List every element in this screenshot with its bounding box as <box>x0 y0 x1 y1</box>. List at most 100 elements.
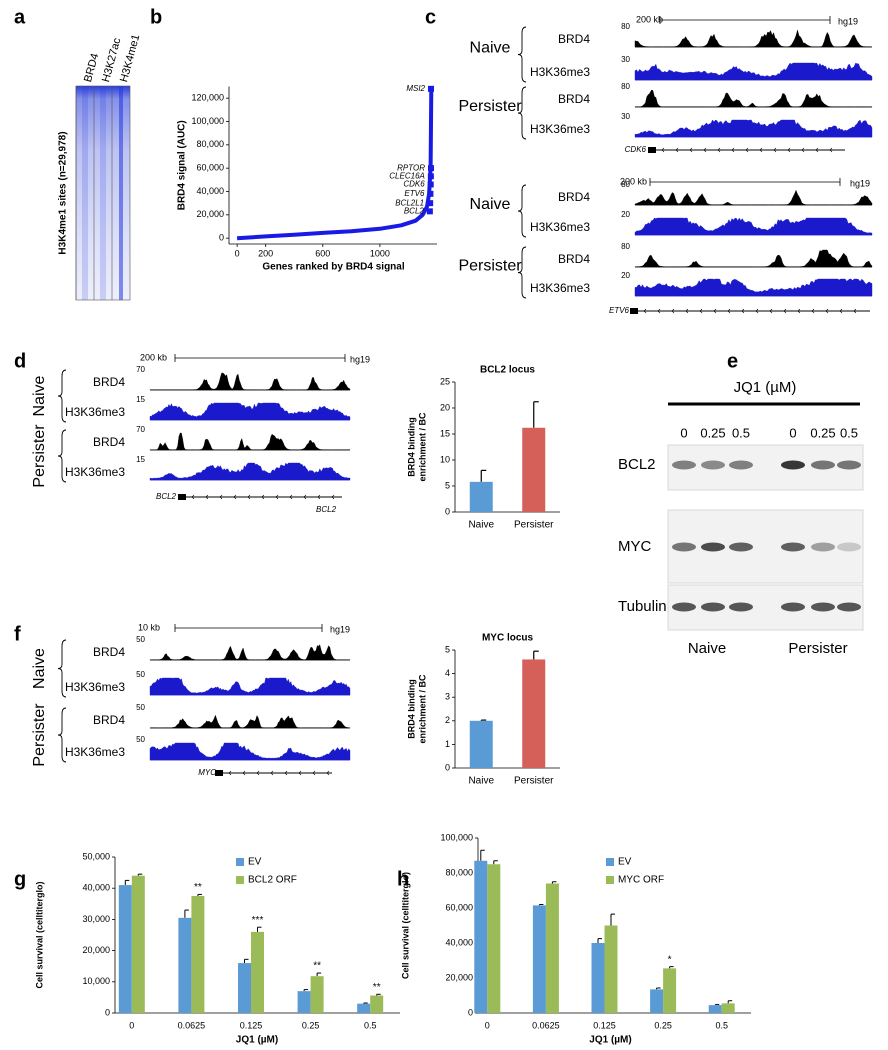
y-tick-label: 20,000 <box>196 209 224 219</box>
band <box>701 460 725 470</box>
track-max: 70 <box>136 425 145 434</box>
gene-marker <box>427 190 434 197</box>
gene-annotation: BCL2 <box>404 206 425 215</box>
protein-label: BCL2 <box>618 456 656 473</box>
track-label: BRD4 <box>93 375 125 389</box>
signal-track <box>149 462 351 481</box>
band <box>701 542 725 552</box>
scale-label: 200 kb <box>140 352 167 362</box>
y-tick-label: 100,000 <box>191 116 224 126</box>
bar <box>131 875 145 1013</box>
x-tick-label: Naive <box>468 520 494 531</box>
brace <box>517 184 527 238</box>
brace <box>57 429 67 483</box>
significance-label: * <box>668 954 672 965</box>
track-max: 20 <box>621 210 630 219</box>
gene-label: BCL2 <box>316 505 337 514</box>
gene-marker <box>427 200 434 207</box>
y-tick-label: 40,000 <box>445 937 473 947</box>
signal-track <box>149 677 351 696</box>
signal-track <box>634 189 873 206</box>
bar <box>487 864 501 1013</box>
signal-track <box>149 644 351 661</box>
x-tick-label: 0.0625 <box>178 1020 206 1030</box>
gene-strand <box>811 308 815 314</box>
y-axis-label: BRD4 binding <box>406 679 416 739</box>
signal-track <box>634 62 873 81</box>
track-max: 80 <box>621 22 630 31</box>
signal-track <box>634 29 873 48</box>
track-max: 70 <box>136 365 145 374</box>
gene-strand <box>331 494 335 500</box>
scale-label: 10 kb <box>138 622 160 632</box>
track-max: 80 <box>621 82 630 91</box>
band <box>837 602 861 612</box>
gene-annotation: BCL2L1 <box>395 198 424 207</box>
gene-strand <box>303 494 307 500</box>
gene-annotation: ETV6 <box>404 189 425 198</box>
signal-track <box>149 372 351 391</box>
track-label: H3K36me3 <box>65 745 125 759</box>
y-tick-label: 50,000 <box>82 851 110 861</box>
signal-track <box>634 119 873 138</box>
band <box>729 460 753 470</box>
gene-strand <box>773 147 777 153</box>
gene-strand <box>713 308 717 314</box>
band <box>672 460 696 470</box>
track-max: 80 <box>621 180 630 189</box>
gene-strand <box>731 147 735 153</box>
signal-track <box>149 402 351 421</box>
x-tick-label: 0.25 <box>654 1020 672 1030</box>
x-tick-label: 200 <box>258 248 273 258</box>
bar <box>310 976 324 1013</box>
bar <box>118 885 132 1013</box>
track-label: BRD4 <box>558 190 590 204</box>
band <box>672 542 696 552</box>
panel-label: h <box>397 868 409 890</box>
panel-label: d <box>14 350 26 372</box>
gene-strand <box>671 308 675 314</box>
gene-strand <box>675 147 679 153</box>
y-tick-label: 1 <box>445 739 450 749</box>
y-tick-label: 10 <box>440 454 450 464</box>
scale-label: 200 kb <box>636 14 663 24</box>
bar <box>591 943 605 1013</box>
gene-strand <box>219 494 223 500</box>
gene-strand <box>787 147 791 153</box>
band <box>781 542 805 552</box>
group-label: Naive <box>31 375 48 416</box>
signal-track <box>634 89 873 108</box>
track-max: 30 <box>621 55 630 64</box>
gene-strand <box>853 308 857 314</box>
bar <box>708 1005 722 1013</box>
gene-strand <box>839 308 843 314</box>
group-label: Naive <box>688 640 726 657</box>
track-label: H3K36me3 <box>65 465 125 479</box>
heatmap-center <box>119 86 123 300</box>
band <box>811 602 835 612</box>
y-axis-label: Cell survival (celltiterglo) <box>400 872 410 979</box>
panel-label: c <box>425 6 436 28</box>
y-tick-label: 15 <box>440 428 450 438</box>
gene-strand <box>769 308 773 314</box>
gene-strand <box>256 770 260 776</box>
track-max: 50 <box>136 703 145 712</box>
panel-label: f <box>14 623 21 645</box>
gene-strand <box>275 494 279 500</box>
y-axis-label: BRD4 signal (AUC) <box>177 120 188 210</box>
gene-strand <box>801 147 805 153</box>
group-label: Persister <box>31 424 48 488</box>
y-tick-label: 20,000 <box>82 945 110 955</box>
x-tick-label: Persister <box>514 776 554 787</box>
gene-label: ETV6 <box>609 306 630 315</box>
band <box>781 460 805 470</box>
gene-label: MYC <box>198 768 216 777</box>
heatmap-center <box>100 86 106 300</box>
gene-strand <box>205 494 209 500</box>
bar <box>370 995 384 1013</box>
signal-track <box>149 432 351 451</box>
gene-marker <box>426 208 433 215</box>
bar <box>522 659 546 768</box>
heatmap-column-label: BRD4 <box>82 52 101 83</box>
gene-strand <box>242 770 246 776</box>
